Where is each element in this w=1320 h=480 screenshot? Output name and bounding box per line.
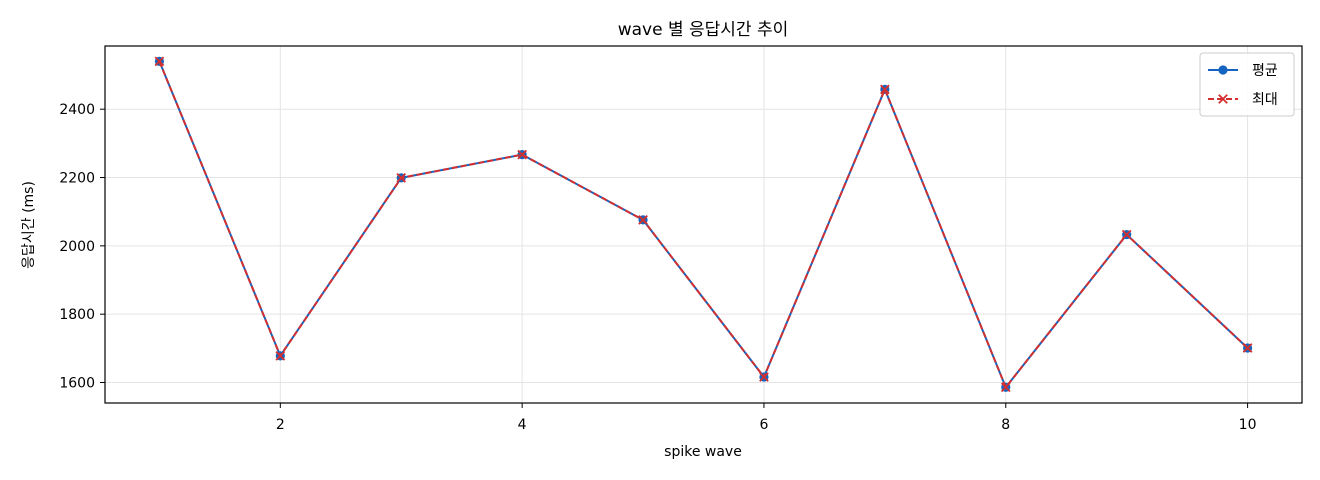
chart-title: wave 별 응답시간 추이 [618,20,789,40]
x-tick-label: 8 [1001,417,1010,433]
data-point [759,372,769,382]
data-point [1121,229,1132,240]
data-point [275,351,286,361]
y-tick-label: 1600 [59,376,95,392]
data-point [638,215,648,225]
x-marker-stroke [517,149,527,160]
data-point [1242,343,1253,353]
x-marker-stroke [638,215,648,225]
ticks: 2 4 6 8 10 1600 1800 2000 2200 2400 [59,102,1256,433]
series-layer [154,56,1253,393]
x-tick-label: 4 [518,417,527,433]
y-tick-label: 2400 [59,102,95,118]
x-marker-stroke [1121,229,1132,240]
legend-marker [1218,94,1228,104]
legend-frame [1199,52,1295,117]
x-tick-label: 2 [276,417,285,433]
y-tick-label: 1800 [59,307,95,323]
series-1 [154,56,1253,392]
legend-label: 최대 [1252,92,1278,108]
y-axis-label: 응답시간 (ms) [21,181,37,269]
legend-item: 최대 [1208,92,1278,108]
x-marker-stroke [154,56,165,67]
y-tick-label: 2000 [59,239,95,255]
grid [105,46,1302,403]
x-marker-stroke [275,351,286,361]
x-marker-stroke [396,173,407,183]
x-marker-stroke [1218,94,1228,104]
x-axis-label: spike wave [664,444,742,460]
data-point [517,149,527,160]
plot-frame [104,45,1303,404]
data-point [1000,382,1011,393]
x-marker-stroke [1242,343,1253,353]
data-point [154,56,165,67]
series-line [158,60,1249,389]
x-marker-stroke [759,372,769,382]
x-tick-label: 6 [759,417,768,433]
data-point [880,84,890,95]
series-line [158,60,1249,389]
legend-label: 평균 [1252,63,1278,79]
legend-marker [1218,65,1228,75]
x-tick-label: 10 [1239,417,1257,433]
data-point [396,173,407,183]
x-marker-stroke [880,84,890,95]
x-marker-stroke [1000,382,1011,393]
series-2 [154,56,1253,393]
y-tick-label: 2200 [59,171,95,187]
legend-item: 평균 [1208,63,1278,79]
